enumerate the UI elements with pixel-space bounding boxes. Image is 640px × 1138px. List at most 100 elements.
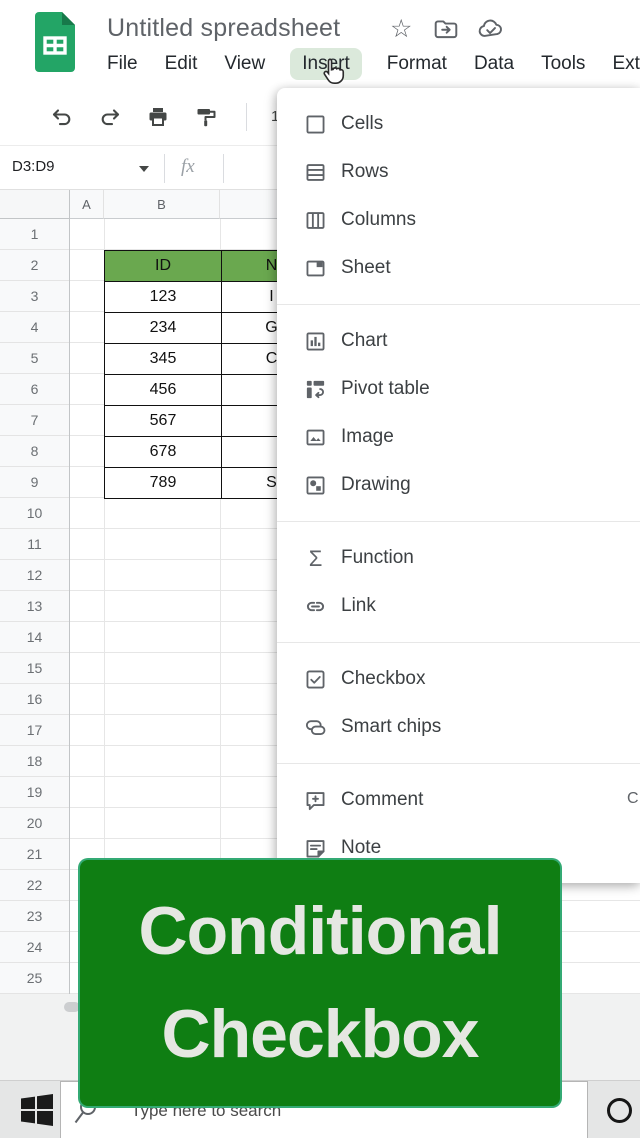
- table-cell-id[interactable]: 345: [105, 344, 222, 375]
- menu-item-checkbox[interactable]: Checkbox: [277, 655, 640, 703]
- cloud-saved-icon: [477, 16, 505, 42]
- row-header[interactable]: 9: [0, 467, 69, 498]
- row-header[interactable]: 5: [0, 343, 69, 374]
- row-header[interactable]: 23: [0, 901, 69, 932]
- menu-item-label: Sheet: [341, 257, 391, 278]
- document-title[interactable]: Untitled spreadsheet: [107, 14, 341, 42]
- row-header[interactable]: 8: [0, 436, 69, 467]
- menu-item-note[interactable]: Note: [277, 824, 640, 872]
- insert-menu: Cells Rows Columns Sheet: [277, 88, 640, 883]
- menu-item-function[interactable]: Σ Function: [277, 534, 640, 582]
- menu-item-rows[interactable]: Rows: [277, 148, 640, 196]
- menu-item-image[interactable]: Image: [277, 413, 640, 461]
- divider: [164, 154, 165, 183]
- menu-item-columns[interactable]: Columns: [277, 196, 640, 244]
- table-cell-id[interactable]: 567: [105, 406, 222, 437]
- row-header[interactable]: 14: [0, 622, 69, 653]
- row-header[interactable]: 17: [0, 715, 69, 746]
- menu-item-pivot-table[interactable]: Pivot table: [277, 365, 640, 413]
- cortana-icon[interactable]: [607, 1098, 632, 1123]
- menu-tools[interactable]: Tools: [541, 53, 586, 74]
- menu-item-drawing[interactable]: Drawing: [277, 461, 640, 509]
- row-header[interactable]: 22: [0, 870, 69, 901]
- select-all-corner[interactable]: [0, 190, 70, 219]
- row-header[interactable]: 10: [0, 498, 69, 529]
- table-cell-id[interactable]: 456: [105, 375, 222, 406]
- row-header[interactable]: 12: [0, 560, 69, 591]
- column-header-b[interactable]: B: [104, 190, 220, 219]
- row-header[interactable]: 7: [0, 405, 69, 436]
- move-to-folder-icon[interactable]: [433, 16, 459, 42]
- column-header-a[interactable]: A: [70, 190, 104, 219]
- menu-item-label: Checkbox: [341, 668, 426, 689]
- menu-item-label: Chart: [341, 330, 388, 351]
- menu-item-label: Cells: [341, 113, 384, 134]
- gridline: [220, 219, 221, 994]
- paint-format-icon[interactable]: [194, 105, 218, 129]
- name-box-caret-icon[interactable]: [139, 166, 149, 172]
- menu-item-link[interactable]: Link: [277, 582, 640, 630]
- banner-line-1: Conditional: [138, 893, 503, 969]
- menu-item-label: Comment: [341, 789, 424, 810]
- menu-item-label: Columns: [341, 209, 416, 230]
- menu-format[interactable]: Format: [386, 53, 447, 74]
- table-cell-id[interactable]: 234: [105, 313, 222, 344]
- menu-item-sheet[interactable]: Sheet: [277, 244, 640, 292]
- menu-item-chart[interactable]: Chart: [277, 317, 640, 365]
- row-header[interactable]: 11: [0, 529, 69, 560]
- redo-icon[interactable]: [98, 105, 122, 129]
- table-header-id-cell[interactable]: ID: [105, 251, 222, 282]
- columns-icon: [304, 209, 327, 232]
- menu-group: Cells Rows Columns Sheet: [277, 88, 640, 305]
- table-row: 789 S: [105, 468, 322, 499]
- row-header[interactable]: 18: [0, 746, 69, 777]
- title-banner: Conditional Checkbox: [78, 858, 562, 1108]
- toolbar-divider: [246, 102, 247, 131]
- note-icon: [304, 837, 327, 860]
- row-header[interactable]: 2: [0, 250, 69, 281]
- row-header[interactable]: 24: [0, 932, 69, 963]
- row-header[interactable]: 20: [0, 808, 69, 839]
- row-header[interactable]: 4: [0, 312, 69, 343]
- function-icon: Σ: [308, 545, 323, 571]
- row-header[interactable]: 1: [0, 219, 69, 250]
- row-header[interactable]: 25: [0, 963, 69, 994]
- row-header[interactable]: 21: [0, 839, 69, 870]
- menu-file[interactable]: File: [107, 53, 138, 74]
- menu-item-label: Smart chips: [341, 716, 442, 737]
- star-icon[interactable]: ☆: [390, 15, 413, 43]
- row-header[interactable]: 19: [0, 777, 69, 808]
- menu-data[interactable]: Data: [473, 53, 515, 74]
- name-box[interactable]: D3:D9: [12, 158, 55, 175]
- sheets-logo-icon[interactable]: [35, 12, 75, 72]
- chart-icon: [304, 330, 327, 353]
- scrollbar-nub[interactable]: [64, 1002, 80, 1012]
- table-cell-id[interactable]: 123: [105, 282, 222, 313]
- row-header[interactable]: 3: [0, 281, 69, 312]
- menu-group: Comment C Note: [277, 764, 640, 883]
- menu-item-cells[interactable]: Cells: [277, 100, 640, 148]
- table-cell-id[interactable]: 789: [105, 468, 222, 499]
- menu-bar: File Edit View Insert Format Data Tools …: [107, 48, 640, 80]
- app-header: Untitled spreadsheet ☆ File Edit View In…: [0, 0, 640, 88]
- table-row: 678: [105, 437, 322, 468]
- menu-edit[interactable]: Edit: [164, 53, 198, 74]
- menu-item-shortcut: C: [627, 790, 639, 807]
- menu-extensions[interactable]: Extensions: [612, 53, 640, 74]
- menu-item-label: Note: [341, 837, 382, 858]
- row-header[interactable]: 6: [0, 374, 69, 405]
- menu-item-label: Drawing: [341, 474, 411, 495]
- windows-start-button[interactable]: [20, 1093, 54, 1127]
- undo-icon[interactable]: [50, 105, 74, 129]
- menu-view[interactable]: View: [224, 53, 266, 74]
- table-cell-id[interactable]: 678: [105, 437, 222, 468]
- divider: [223, 154, 224, 183]
- print-icon[interactable]: [146, 105, 170, 129]
- pivot-table-icon: [304, 378, 327, 401]
- menu-item-comment[interactable]: Comment C: [277, 776, 640, 824]
- row-header[interactable]: 16: [0, 684, 69, 715]
- row-header[interactable]: 15: [0, 653, 69, 684]
- menu-item-smart-chips[interactable]: Smart chips: [277, 703, 640, 751]
- gridline: [104, 219, 105, 994]
- row-header[interactable]: 13: [0, 591, 69, 622]
